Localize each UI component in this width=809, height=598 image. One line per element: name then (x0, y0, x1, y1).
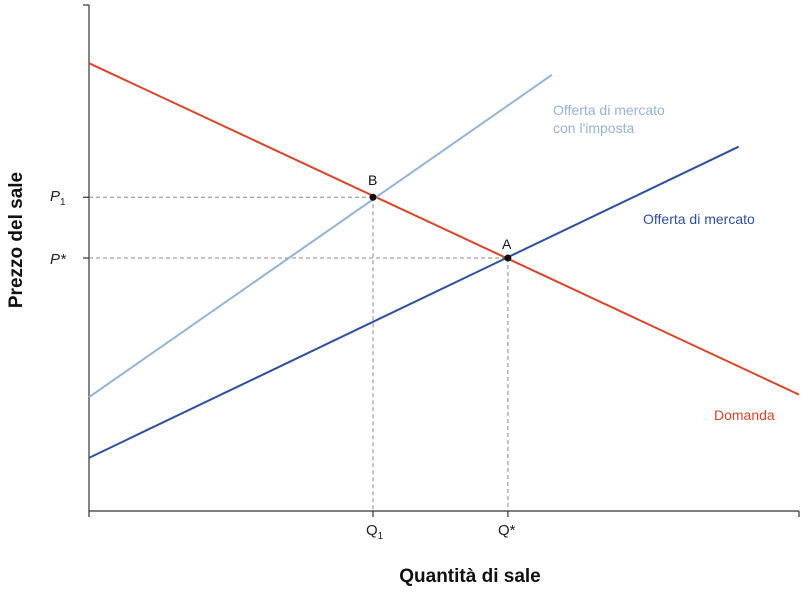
y-axis-label: Prezzo del sale (6, 171, 28, 309)
x-tick-qstar: Q* (498, 522, 516, 539)
point-b-label: B (368, 172, 378, 188)
supply-line (88, 145, 740, 459)
y-tick-p1: P1 (50, 188, 66, 208)
equilibrium-point-B (369, 193, 377, 201)
demand-label: Domanda (714, 407, 775, 423)
point-a-label: A (502, 236, 512, 252)
x-tick-q1: Q1 (366, 522, 384, 542)
y-tick-pstar: P* (50, 251, 66, 268)
demand-line (88, 62, 800, 396)
equilibrium-point-A (504, 254, 512, 262)
tax-supply-label: Offerta di mercato con l'imposta (553, 102, 665, 136)
x-axis-label: Quantità di sale (399, 566, 541, 587)
supply-label: Offerta di mercato (643, 211, 755, 227)
tax-supply-line (88, 74, 553, 398)
